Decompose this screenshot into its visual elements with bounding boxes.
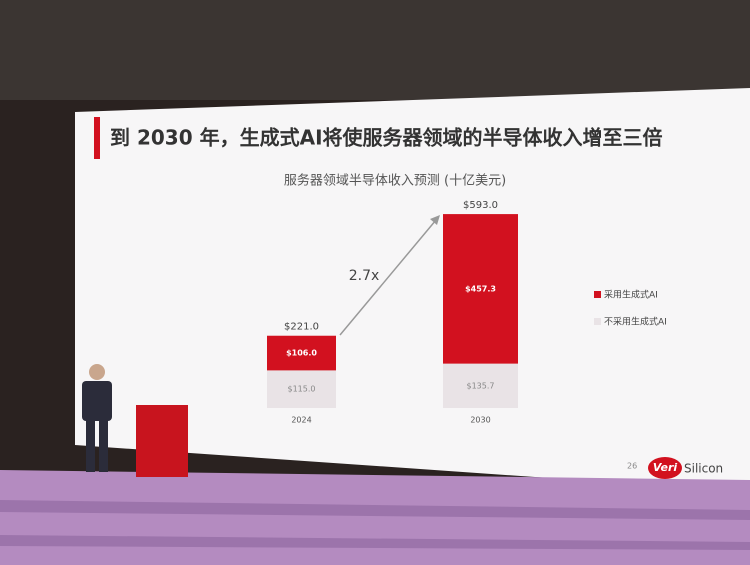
value-label: $457.3: [465, 284, 496, 293]
chart-title: 服务器领域半导体收入预测 (十亿美元): [284, 173, 506, 189]
x-tick-label: 2024: [291, 416, 311, 425]
logo-text: Silicon: [684, 462, 723, 476]
logo: Veri Silicon: [648, 457, 723, 479]
legend-swatch: [594, 291, 601, 298]
growth-annotation: 2.7x: [349, 268, 380, 284]
legend-label: 采用生成式AI: [604, 289, 658, 301]
arrow-head: [430, 215, 440, 225]
legend-swatch: [594, 318, 601, 325]
bar-segment: [267, 370, 336, 408]
page-number: 26: [627, 462, 637, 471]
title-accent: [94, 117, 100, 159]
slide-title: 到 2030 年，生成式AI将使服务器领域的半导体收入增至三倍: [110, 126, 663, 150]
value-label: $106.0: [286, 349, 317, 358]
ceiling: [0, 0, 750, 100]
value-label: $135.7: [467, 381, 495, 390]
total-label: $221.0: [284, 322, 319, 333]
value-label: $115.0: [288, 385, 316, 394]
presenter: [82, 364, 112, 472]
slide: [75, 88, 750, 492]
stage-step: [0, 535, 750, 550]
logo-text: Veri: [653, 461, 678, 474]
legend-label: 不采用生成式AI: [604, 316, 667, 328]
podium: [136, 405, 188, 477]
growth-arrow: [339, 219, 437, 336]
stage-step: [0, 500, 750, 520]
bar-segment: [443, 214, 518, 364]
chart: $115.0 $106.0 $221.0 2024 $135.7 $457.3 $593.0…: [267, 200, 667, 425]
bar-segment: [443, 363, 518, 408]
bar-segment: [267, 335, 336, 371]
x-tick-label: 2030: [470, 416, 490, 425]
total-label: $593.0: [463, 200, 498, 211]
